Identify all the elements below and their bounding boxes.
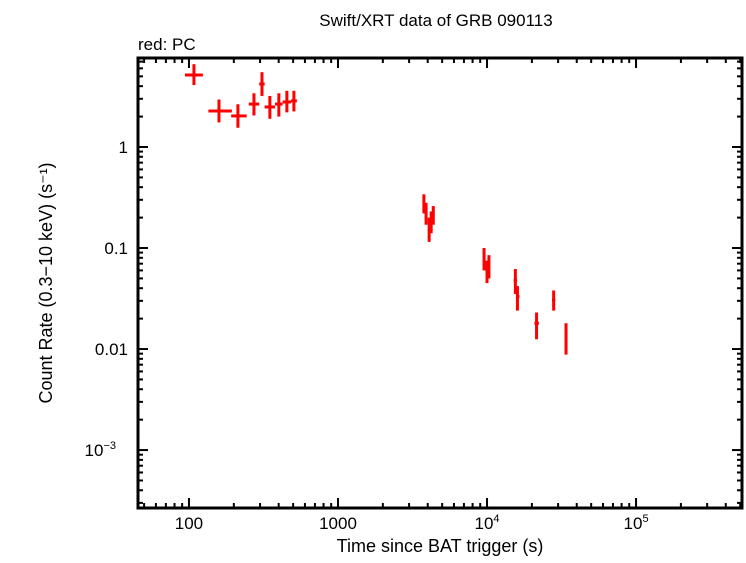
y-tick-label: 0.01 xyxy=(95,340,128,359)
x-tick-label: 105 xyxy=(624,513,649,533)
data-point xyxy=(282,90,292,113)
y-tick-label: 1 xyxy=(119,138,128,157)
data-point xyxy=(487,255,491,279)
x-tick-label: 100 xyxy=(175,514,203,533)
data-point xyxy=(231,104,247,128)
x-tick-label: 1000 xyxy=(319,514,357,533)
data-point xyxy=(208,99,232,123)
data-point xyxy=(564,323,568,355)
data-point xyxy=(264,95,276,119)
plot-frame xyxy=(136,56,744,510)
data-point xyxy=(552,290,556,311)
data-point xyxy=(422,194,426,214)
data-point xyxy=(431,206,435,225)
data-point xyxy=(275,93,283,117)
data-point xyxy=(248,93,260,116)
y-tick-label: 10−3 xyxy=(85,440,116,460)
data-point xyxy=(291,90,297,112)
data-point xyxy=(424,202,428,225)
chart-title: Swift/XRT data of GRB 090113 xyxy=(319,11,552,30)
data-point xyxy=(515,286,520,311)
chart-subtitle: red: PC xyxy=(138,35,196,54)
data-point xyxy=(513,268,518,295)
data-point xyxy=(534,312,539,340)
data-point xyxy=(259,72,265,96)
x-tick-label: 104 xyxy=(474,513,499,533)
y-axis-label: Count Rate (0.3−10 keV) (s⁻¹) xyxy=(36,162,56,403)
data-point xyxy=(482,248,486,271)
y-tick-label: 0.1 xyxy=(104,239,128,258)
data-point xyxy=(184,64,203,86)
x-axis-label: Time since BAT trigger (s) xyxy=(337,536,544,556)
